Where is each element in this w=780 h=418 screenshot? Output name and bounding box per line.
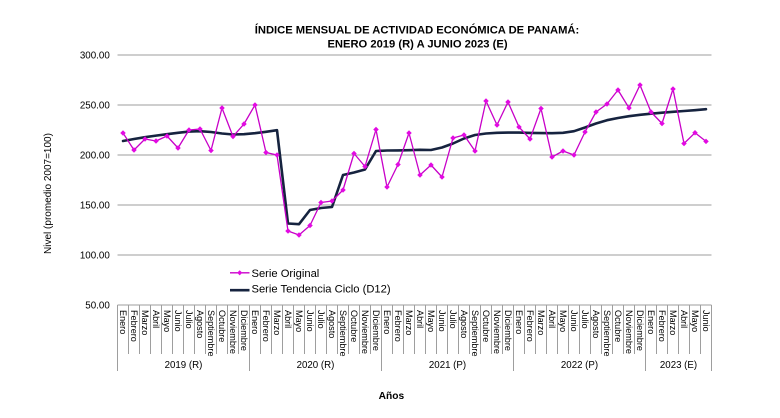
svg-text:Octubre: Octubre [217,310,227,342]
svg-text:Febrero: Febrero [657,310,667,342]
svg-text:Años: Años [379,391,405,402]
svg-text:200.00: 200.00 [80,151,111,162]
svg-text:Marzo: Marzo [140,310,150,335]
svg-text:Diciembre: Diciembre [239,310,249,351]
svg-text:Marzo: Marzo [272,310,282,335]
svg-text:ENERO 2019 (R) A JUNIO 2023 (E: ENERO 2019 (R) A JUNIO 2023 (E) [327,38,507,50]
svg-text:50.00: 50.00 [85,301,110,312]
svg-text:Enero: Enero [250,310,260,334]
svg-text:Enero: Enero [514,310,524,334]
svg-text:Julio: Julio [580,310,590,329]
svg-text:Marzo: Marzo [404,310,414,335]
svg-text:2020 (R): 2020 (R) [297,360,335,371]
svg-text:300.00: 300.00 [80,51,111,62]
svg-text:Febrero: Febrero [525,310,535,342]
svg-text:Junio: Junio [437,310,447,332]
svg-text:Octubre: Octubre [349,310,359,342]
svg-text:Mayo: Mayo [558,310,568,332]
svg-text:Noviembre: Noviembre [492,310,502,354]
svg-text:Junio: Junio [173,310,183,332]
svg-text:150.00: 150.00 [80,201,111,212]
svg-text:Junio: Junio [305,310,315,332]
svg-text:Febrero: Febrero [129,310,139,342]
svg-text:Mayo: Mayo [426,310,436,332]
svg-text:Febrero: Febrero [393,310,403,342]
svg-text:Octubre: Octubre [481,310,491,342]
svg-text:Enero: Enero [118,310,128,334]
svg-text:100.00: 100.00 [80,251,111,262]
svg-text:Febrero: Febrero [261,310,271,342]
svg-text:Mayo: Mayo [690,310,700,332]
svg-text:Agosto: Agosto [195,310,205,338]
svg-text:Noviembre: Noviembre [228,310,238,354]
svg-text:Mayo: Mayo [162,310,172,332]
svg-text:Diciembre: Diciembre [503,310,513,351]
svg-text:Abril: Abril [283,310,293,328]
svg-text:Abril: Abril [151,310,161,328]
svg-text:2019 (R): 2019 (R) [165,360,203,371]
svg-text:Enero: Enero [646,310,656,334]
svg-text:Diciembre: Diciembre [371,310,381,351]
svg-text:Agosto: Agosto [459,310,469,338]
svg-text:Abril: Abril [415,310,425,328]
svg-text:Junio: Junio [569,310,579,332]
svg-text:Agosto: Agosto [327,310,337,338]
svg-text:Julio: Julio [184,310,194,329]
svg-text:Agosto: Agosto [591,310,601,338]
svg-text:Junio: Junio [701,310,711,332]
svg-text:Julio: Julio [448,310,458,329]
svg-text:Septiembre: Septiembre [470,310,480,357]
svg-text:Septiembre: Septiembre [206,310,216,357]
svg-text:250.00: 250.00 [80,101,111,112]
svg-text:Noviembre: Noviembre [360,310,370,354]
svg-text:2022 (P): 2022 (P) [561,360,598,371]
svg-text:Octubre: Octubre [613,310,623,342]
svg-text:Septiembre: Septiembre [338,310,348,357]
svg-text:Marzo: Marzo [668,310,678,335]
svg-text:ÍNDICE MENSUAL DE ACTIVIDAD EC: ÍNDICE MENSUAL DE ACTIVIDAD ECONÓMICA DE… [255,24,579,37]
svg-text:Abril: Abril [679,310,689,328]
svg-text:2023 (E): 2023 (E) [660,360,697,371]
svg-text:Noviembre: Noviembre [624,310,634,354]
svg-text:Mayo: Mayo [294,310,304,332]
svg-text:Marzo: Marzo [536,310,546,335]
svg-text:Serie Original: Serie Original [252,268,320,280]
svg-text:Nivel (promedio 2007=100): Nivel (promedio 2007=100) [43,133,54,254]
svg-text:2021 (P): 2021 (P) [429,360,466,371]
svg-text:Diciembre: Diciembre [635,310,645,351]
svg-text:Julio: Julio [316,310,326,329]
svg-text:Enero: Enero [382,310,392,334]
svg-text:Serie Tendencia Ciclo (D12): Serie Tendencia Ciclo (D12) [252,284,391,296]
svg-text:Abril: Abril [547,310,557,328]
svg-text:Septiembre: Septiembre [602,310,612,357]
